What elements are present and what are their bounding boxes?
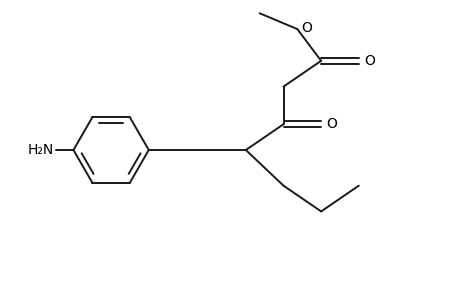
Text: O: O [301,21,312,35]
Text: O: O [325,117,336,131]
Text: O: O [363,54,374,68]
Text: H₂N: H₂N [28,143,54,157]
